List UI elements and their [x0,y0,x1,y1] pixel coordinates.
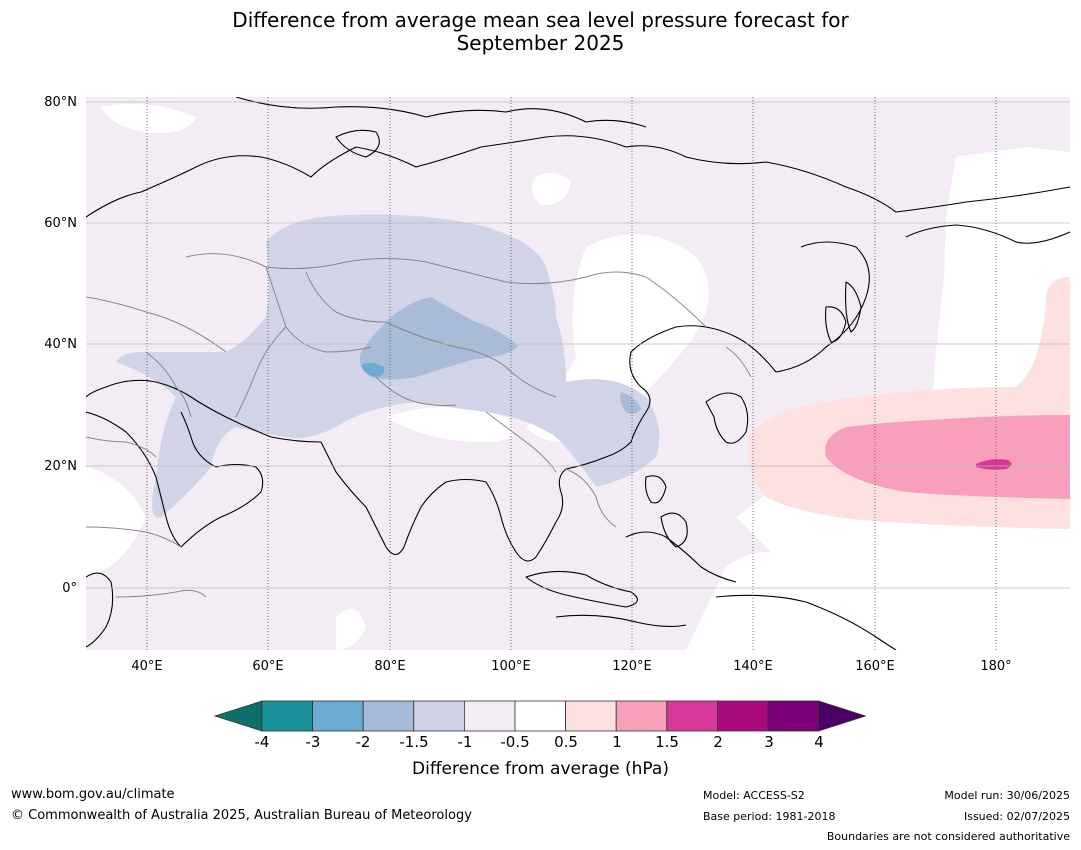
colorbar-extension-high [818,700,866,732]
colorbar-tick-label: 2 [713,733,723,751]
title-line-2: September 2025 [456,31,625,55]
website-link[interactable]: www.bom.gov.au/climate [11,787,175,802]
colorbar-swatch [362,700,415,732]
anomaly-neutral-region [101,103,196,133]
anomaly-pink-region [825,415,1070,499]
issued-text: Issued: 02/07/2025 [963,810,1070,823]
base-period-text: Base period: 1981-2018 [703,810,836,823]
latitude-gridlines [86,101,1070,589]
anomaly-neutral-region [336,609,366,650]
country-borders [86,253,752,598]
colorbar-swatch [312,700,364,732]
colorbar-swatch [767,700,819,732]
colorbar-title: Difference from average (hPa) [412,759,669,779]
anomaly-neutral-region [686,552,886,650]
lon-label-60e: 60°E [252,659,284,674]
lon-label-80e: 80°E [374,659,406,674]
lat-label-20n: 20°N [44,459,77,474]
model-text: Model: ACCESS-S2 [703,789,805,802]
anomaly-neutral-region [386,407,513,442]
colorbar-swatch [565,700,617,732]
lon-label-180: 180° [980,659,1012,674]
colorbar-swatch [463,700,516,732]
colorbar-swatch [615,700,668,732]
colorbar-tick-label: 3 [764,733,774,751]
colorbar-tick-label: 1 [612,733,622,751]
lat-label-0: 0° [62,581,77,596]
colorbar-tick-label: -1.5 [399,733,429,751]
colorbar-swatch [666,700,718,732]
lon-label-160e: 160°E [855,659,895,674]
pressure-anomaly-map [86,97,1070,650]
anomaly-magenta-region [976,459,1012,470]
lon-label-100e: 100°E [491,659,531,674]
colorbar-tick-label: 0.5 [554,733,578,751]
lat-label-60n: 60°N [44,216,77,231]
colorbar-tick-label: -3 [305,733,321,751]
colorbar-tick-label: -1 [457,733,473,751]
model-run-text: Model run: 30/06/2025 [944,789,1070,802]
chart-title: Difference from average mean sea level p… [0,9,1081,55]
colorbar-tick-label: -0.5 [500,733,530,751]
colorbar-tick-label: -2 [355,733,371,751]
colorbar-swatch [716,700,769,732]
lon-label-120e: 120°E [612,659,652,674]
copyright-text: © Commonwealth of Australia 2025, Austra… [11,808,472,823]
lat-label-80n: 80°N [44,95,77,110]
anomaly-light-blue-region [359,297,518,380]
coastlines [86,97,1070,650]
colorbar-swatch [261,700,313,732]
lon-label-40e: 40°E [131,659,163,674]
disclaimer-text: Boundaries are not considered authoritat… [826,830,1070,843]
colorbar-tick-label: 4 [814,733,824,751]
colorbar-tick-label: 1.5 [655,733,679,751]
lon-label-140e: 140°E [733,659,773,674]
colorbar [214,700,866,732]
colorbar-swatch [514,700,566,732]
anomaly-blue-region [361,362,385,377]
lat-label-40n: 40°N [44,337,77,352]
colorbar-swatch [413,700,465,732]
colorbar-extension-low [214,700,263,732]
title-line-1: Difference from average mean sea level p… [232,8,849,32]
colorbar-tick-label: -4 [254,733,270,751]
longitude-gridlines [146,97,997,650]
anomaly-neutral-region [532,173,571,206]
anomaly-neutral-region [86,467,146,577]
anomaly-light-blue-region [620,392,641,414]
